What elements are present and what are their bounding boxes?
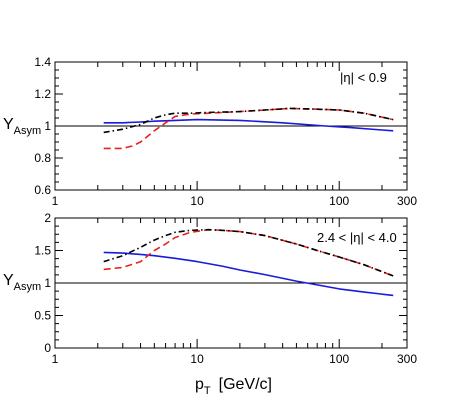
panel-bottom-ytick-label: 1 — [44, 276, 51, 290]
panel-top-series-solid — [103, 118, 394, 132]
panel-bottom: 2.4 < |η| < 4.0 YAsym 0 0.5 1 1.5 2 1 10 100 300 — [3, 211, 417, 366]
x-axis-label: pT [GeV/c] — [195, 376, 272, 397]
panel-top-ytick-label: 1 — [44, 119, 51, 133]
panel-bottom-xtick-label: 300 — [397, 352, 417, 366]
panel-bottom-xtick-label: 100 — [329, 352, 349, 366]
panel-top-xtick-label: 300 — [397, 194, 417, 208]
panel-top-ytick-label: 1.2 — [34, 87, 51, 101]
panel-top-ytick-label: 0.6 — [34, 183, 51, 197]
panel-bottom-ylabel: YAsym — [3, 272, 41, 293]
panel-bottom-ytick-label: 1.5 — [34, 244, 51, 258]
panel-top-ylabel: YAsym — [3, 116, 41, 137]
panel-bottom-xtick-label: 10 — [190, 352, 204, 366]
panel-top-ytick-label: 0.8 — [34, 151, 51, 165]
panel-bottom-annotation: 2.4 < |η| < 4.0 — [317, 230, 397, 245]
panel-top-annotation: |η| < 0.9 — [340, 70, 387, 85]
panel-bottom-ytick-label: 2 — [44, 211, 51, 225]
panel-bottom-ytick-label: 0.5 — [34, 309, 51, 323]
panel-bottom-xtick-label: 1 — [52, 352, 59, 366]
panel-bottom-ytick-label: 0 — [44, 341, 51, 355]
panel-bottom-series-dashdot — [103, 228, 394, 277]
panel-bottom-series-solid — [103, 251, 394, 297]
panel-top-xtick-label: 100 — [329, 194, 349, 208]
panel-top-series-dash — [103, 107, 394, 150]
panel-top-xtick-label: 10 — [190, 194, 204, 208]
panel-top-series-dashdot — [103, 107, 394, 134]
panel-top-xtick-label: 1 — [52, 194, 59, 208]
panel-top-ytick-label: 1.4 — [34, 55, 51, 69]
panel-top: |η| < 0.9 YAsym 0.6 0.8 1 1.2 1.4 1 10 100 300 — [3, 55, 417, 208]
